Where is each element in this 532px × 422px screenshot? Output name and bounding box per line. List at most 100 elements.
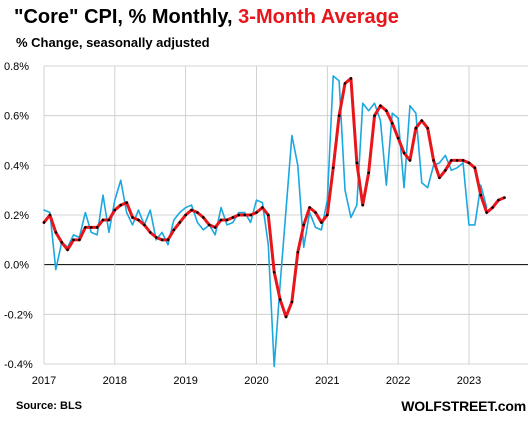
average-data-point bbox=[148, 231, 152, 234]
three-month-average-line bbox=[42, 76, 506, 319]
average-data-point bbox=[296, 250, 300, 254]
average-data-point bbox=[231, 216, 235, 219]
average-data-point bbox=[72, 238, 75, 242]
average-data-point bbox=[390, 121, 394, 125]
average-data-point bbox=[272, 270, 276, 274]
average-data-point bbox=[261, 206, 264, 209]
average-data-point bbox=[284, 315, 288, 319]
chart-title-main: "Core" CPI, % Monthly, bbox=[14, 6, 233, 28]
average-data-point bbox=[125, 201, 128, 204]
average-data-point bbox=[172, 228, 176, 232]
average-data-point bbox=[432, 159, 435, 162]
average-data-point bbox=[243, 213, 246, 217]
average-data-point bbox=[60, 241, 64, 244]
average-data-point bbox=[95, 226, 99, 229]
average-data-point bbox=[320, 221, 323, 224]
average-data-point bbox=[314, 211, 317, 214]
average-data-point bbox=[408, 159, 412, 162]
average-data-point bbox=[190, 208, 193, 212]
average-data-point bbox=[113, 208, 117, 212]
x-tick-label: 2019 bbox=[173, 375, 197, 387]
average-data-point bbox=[196, 211, 199, 214]
average-data-point bbox=[78, 238, 81, 242]
y-tick-label: 0.2% bbox=[4, 210, 29, 222]
average-data-point bbox=[503, 196, 506, 199]
average-data-point bbox=[461, 159, 465, 162]
y-tick-label: -0.2% bbox=[4, 309, 33, 321]
chart-title: "Core" CPI, % Monthly, 3-Month Average bbox=[14, 6, 399, 29]
y-tick-label: 0.8% bbox=[4, 61, 29, 73]
x-tick-label: 2018 bbox=[103, 375, 127, 387]
average-data-point bbox=[361, 203, 365, 207]
average-data-point bbox=[119, 203, 123, 207]
average-data-point bbox=[491, 206, 494, 209]
x-tick-label: 2023 bbox=[457, 375, 481, 387]
average-data-point bbox=[166, 238, 170, 242]
average-data-point bbox=[485, 211, 488, 214]
average-data-point bbox=[202, 216, 205, 219]
average-data-point bbox=[337, 114, 341, 117]
average-data-point bbox=[101, 218, 105, 222]
y-axis-tick-labels: 0.8% 0.6% 0.4% 0.2% 0.0% -0.2% -0.4% bbox=[4, 61, 33, 371]
gridlines bbox=[43, 65, 528, 365]
average-data-point bbox=[266, 213, 270, 217]
monthly-change-line bbox=[43, 75, 488, 368]
average-data-point bbox=[278, 298, 282, 301]
source-note: Source: BLS bbox=[16, 400, 83, 412]
average-data-point bbox=[178, 221, 182, 224]
average-data-point bbox=[402, 151, 406, 155]
series-layer bbox=[42, 75, 506, 368]
average-data-point bbox=[467, 161, 471, 165]
watermark: WOLFSTREET.com bbox=[401, 398, 526, 414]
x-tick-label: 2021 bbox=[315, 375, 339, 387]
average-data-point bbox=[66, 248, 69, 252]
average-data-point bbox=[302, 223, 306, 227]
average-data-point bbox=[349, 77, 353, 80]
average-data-point bbox=[54, 231, 58, 234]
x-axis-tick-labels: 2017 2018 2019 2020 2021 2022 2023 bbox=[32, 375, 481, 387]
average-data-point bbox=[396, 136, 400, 140]
average-data-point bbox=[290, 300, 294, 304]
average-data-point bbox=[379, 104, 382, 108]
average-data-point bbox=[426, 126, 429, 130]
chart-title-highlight: 3-Month Average bbox=[238, 6, 399, 28]
y-tick-label: 0.0% bbox=[4, 260, 29, 272]
y-tick-label: -0.4% bbox=[4, 359, 33, 371]
average-data-point bbox=[367, 171, 370, 175]
average-data-point bbox=[449, 159, 453, 162]
x-tick-label: 2017 bbox=[32, 375, 56, 387]
average-data-point bbox=[438, 176, 441, 180]
average-data-point bbox=[237, 213, 241, 217]
average-data-point bbox=[154, 236, 158, 239]
y-tick-label: 0.4% bbox=[4, 160, 29, 172]
chart-subtitle: % Change, seasonally adjusted bbox=[16, 35, 210, 50]
average-data-point bbox=[479, 193, 483, 197]
average-data-point bbox=[331, 166, 335, 170]
average-data-point bbox=[385, 109, 388, 112]
average-data-point bbox=[343, 82, 347, 85]
average-data-point bbox=[184, 213, 187, 217]
average-data-point bbox=[48, 213, 52, 217]
average-data-point bbox=[84, 226, 87, 229]
average-data-point bbox=[455, 159, 459, 162]
average-data-point bbox=[255, 211, 258, 214]
average-data-point bbox=[473, 166, 477, 170]
average-data-point bbox=[207, 223, 211, 227]
average-data-point bbox=[219, 218, 223, 222]
average-data-point bbox=[160, 238, 164, 242]
average-data-point bbox=[107, 218, 111, 222]
average-data-point bbox=[497, 198, 500, 202]
average-data-point bbox=[420, 119, 424, 122]
average-data-point bbox=[249, 213, 252, 217]
average-data-point bbox=[42, 221, 46, 224]
average-data-point bbox=[225, 218, 229, 222]
average-data-point bbox=[131, 216, 134, 219]
average-data-point bbox=[326, 213, 329, 217]
x-tick-label: 2022 bbox=[386, 375, 410, 387]
y-tick-label: 0.6% bbox=[4, 111, 29, 123]
average-data-point bbox=[213, 226, 217, 229]
average-data-point bbox=[89, 226, 93, 229]
average-data-point bbox=[355, 161, 359, 165]
average-data-point bbox=[137, 218, 140, 222]
